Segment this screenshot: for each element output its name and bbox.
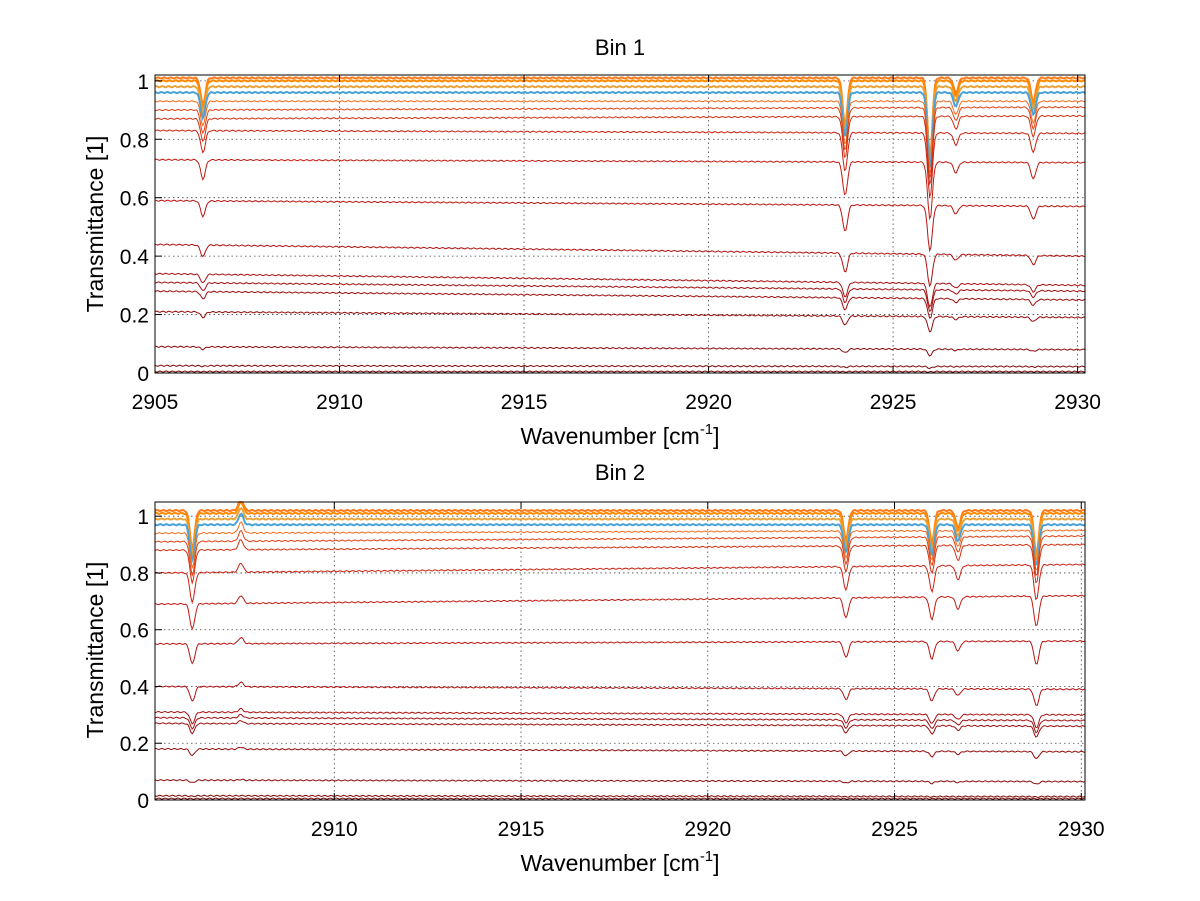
series-line [154,529,1085,578]
series-line [155,797,1086,800]
y-tick-label: 0.4 [120,676,150,699]
chart-bin-1: Bin 1 2905 2910 2915 2920 2925 2930 0 0.2 0.4 0.… [82,35,1101,449]
x-tick-label: 2930 [1058,818,1105,841]
x-axis-ticks: 2905 2910 2915 2920 2925 2930 [132,75,1101,414]
x-tick-label: 2925 [870,391,917,414]
x-axis-label: Wavenumber [cm-1] [520,421,719,449]
series-line [154,272,1086,308]
series-line [154,636,1086,665]
x-tick-label: 2910 [316,391,363,414]
series-line [154,158,1086,221]
x-tick-label: 2930 [1054,391,1101,414]
series-line [154,90,1086,168]
y-axis-ticks: 0 0.2 0.4 0.6 0.8 1 [120,71,162,386]
y-tick-label: 0 [137,790,149,813]
x-tick-label: 2920 [684,818,731,841]
series-line [154,106,1086,178]
series-line [154,199,1086,253]
y-tick-label: 1 [137,506,149,529]
y-tick-label: 0 [137,363,149,386]
x-tick-label: 2905 [132,391,179,414]
series-line [154,521,1086,571]
series-line [154,114,1086,186]
plot-frame [154,74,1086,374]
y-tick-label: 0.8 [120,129,149,152]
series-line [154,713,1086,734]
x-tick-label: 2920 [685,391,732,414]
x-tick-label: 2915 [498,818,545,841]
y-axis-label: Transmittance [1] [82,562,108,739]
y-tick-label: 1 [137,71,149,94]
y-tick-label: 0.4 [120,246,150,269]
series-line [154,281,1086,312]
y-tick-label: 0.2 [120,733,149,756]
plot-area [155,75,1085,373]
series-line [154,681,1086,707]
chart-title: Bin 1 [595,35,645,60]
chart-title: Bin 2 [595,460,645,485]
series-line [154,562,1086,605]
series-line [154,310,1086,333]
x-tick-label: 2910 [311,818,358,841]
series-line [154,129,1086,199]
x-axis-ticks: 2910 2915 2920 2925 2930 [311,502,1105,841]
chart-bin-2: Bin 2 2910 2915 2920 2925 2930 0 0.2 0.4 0.6 0.8… [82,460,1105,876]
series-line [154,100,1086,174]
series-line [154,539,1086,585]
plot-frame [154,501,1086,801]
y-tick-label: 0.6 [120,620,149,643]
series-line [154,778,1086,785]
series-line [154,290,1086,319]
series-line [154,370,1085,373]
series-line [154,719,1086,738]
y-axis-label: Transmittance [1] [82,136,108,313]
y-tick-label: 0.6 [120,188,149,211]
y-axis-ticks: 0 0.2 0.4 0.6 0.8 1 [120,506,162,813]
series-line [154,794,1086,799]
series-line [154,746,1086,759]
series-line [154,345,1086,357]
x-tick-label: 2915 [501,391,548,414]
series-group [154,501,1086,800]
series-line [154,707,1086,729]
x-axis-label: Wavenumber [cm-1] [520,848,719,876]
series-line [154,243,1086,288]
series-line [154,594,1085,631]
series-line [154,512,1086,566]
x-tick-label: 2925 [871,818,918,841]
y-tick-label: 0.8 [120,563,149,586]
series-group [154,76,1086,373]
series-line [154,364,1086,370]
y-tick-label: 0.2 [120,305,149,328]
